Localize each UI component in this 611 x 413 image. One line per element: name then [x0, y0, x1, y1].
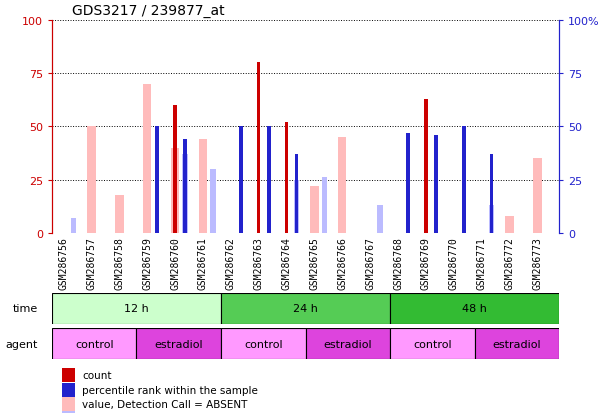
Text: time: time [13, 304, 38, 314]
Text: control: control [244, 339, 282, 349]
Text: control: control [75, 339, 114, 349]
Text: 48 h: 48 h [462, 304, 487, 314]
Text: GSM286770: GSM286770 [448, 236, 459, 289]
Text: percentile rank within the sample: percentile rank within the sample [82, 385, 258, 395]
Text: GSM286765: GSM286765 [309, 236, 320, 289]
Text: GSM286758: GSM286758 [114, 236, 125, 289]
Text: GSM286772: GSM286772 [505, 236, 514, 289]
Bar [490, 154, 494, 233]
Bar [174, 106, 177, 233]
Text: GSM286757: GSM286757 [87, 236, 97, 289]
Text: 24 h: 24 h [293, 304, 318, 314]
Text: GSM286771: GSM286771 [477, 236, 486, 289]
Text: control: control [413, 339, 452, 349]
Text: GSM286773: GSM286773 [532, 236, 543, 289]
Text: GSM286767: GSM286767 [365, 236, 375, 289]
Bar [424, 100, 428, 233]
Bar [310, 187, 318, 233]
Text: GSM286759: GSM286759 [142, 236, 152, 289]
Bar [378, 206, 383, 233]
Bar [462, 127, 466, 233]
Bar [221, 293, 390, 324]
Text: estradiol: estradiol [323, 339, 372, 349]
Bar [143, 84, 152, 233]
Text: GSM286756: GSM286756 [59, 236, 68, 289]
Bar [390, 293, 559, 324]
Bar [338, 138, 346, 233]
Bar [285, 123, 288, 233]
Bar [294, 180, 299, 233]
Bar [406, 133, 410, 233]
Bar [239, 127, 243, 233]
Bar [62, 383, 75, 396]
Text: GSM286766: GSM286766 [337, 236, 347, 289]
Bar [267, 127, 271, 233]
Bar [52, 328, 136, 359]
Text: GSM286761: GSM286761 [198, 236, 208, 289]
Bar [155, 127, 159, 233]
Bar [210, 169, 216, 233]
Bar [115, 195, 123, 233]
Text: count: count [82, 370, 112, 380]
Bar [434, 135, 437, 233]
Bar [533, 159, 541, 233]
Text: estradiol: estradiol [155, 339, 203, 349]
Bar [505, 216, 514, 233]
Bar [171, 148, 179, 233]
Bar [71, 218, 76, 233]
Bar [87, 127, 96, 233]
Text: GDS3217 / 239877_at: GDS3217 / 239877_at [72, 4, 225, 18]
Bar [62, 411, 75, 413]
Text: GSM286764: GSM286764 [282, 236, 291, 289]
Bar [306, 328, 390, 359]
Text: estradiol: estradiol [492, 339, 541, 349]
Bar [257, 63, 260, 233]
Bar [62, 396, 75, 411]
Text: GSM286769: GSM286769 [421, 236, 431, 289]
Text: 12 h: 12 h [124, 304, 149, 314]
Bar [62, 368, 75, 382]
Bar [390, 328, 475, 359]
Bar [221, 328, 306, 359]
Text: GSM286762: GSM286762 [226, 236, 236, 289]
Text: GSM286763: GSM286763 [254, 236, 264, 289]
Bar [183, 140, 187, 233]
Bar [322, 178, 327, 233]
Text: GSM286768: GSM286768 [393, 236, 403, 289]
Bar [136, 328, 221, 359]
Text: value, Detection Call = ABSENT: value, Detection Call = ABSENT [82, 399, 247, 408]
Bar [295, 154, 298, 233]
Bar [52, 293, 221, 324]
Bar [489, 206, 494, 233]
Bar [199, 140, 207, 233]
Text: agent: agent [5, 339, 38, 349]
Text: GSM286760: GSM286760 [170, 236, 180, 289]
Bar [183, 154, 188, 233]
Bar [475, 328, 559, 359]
